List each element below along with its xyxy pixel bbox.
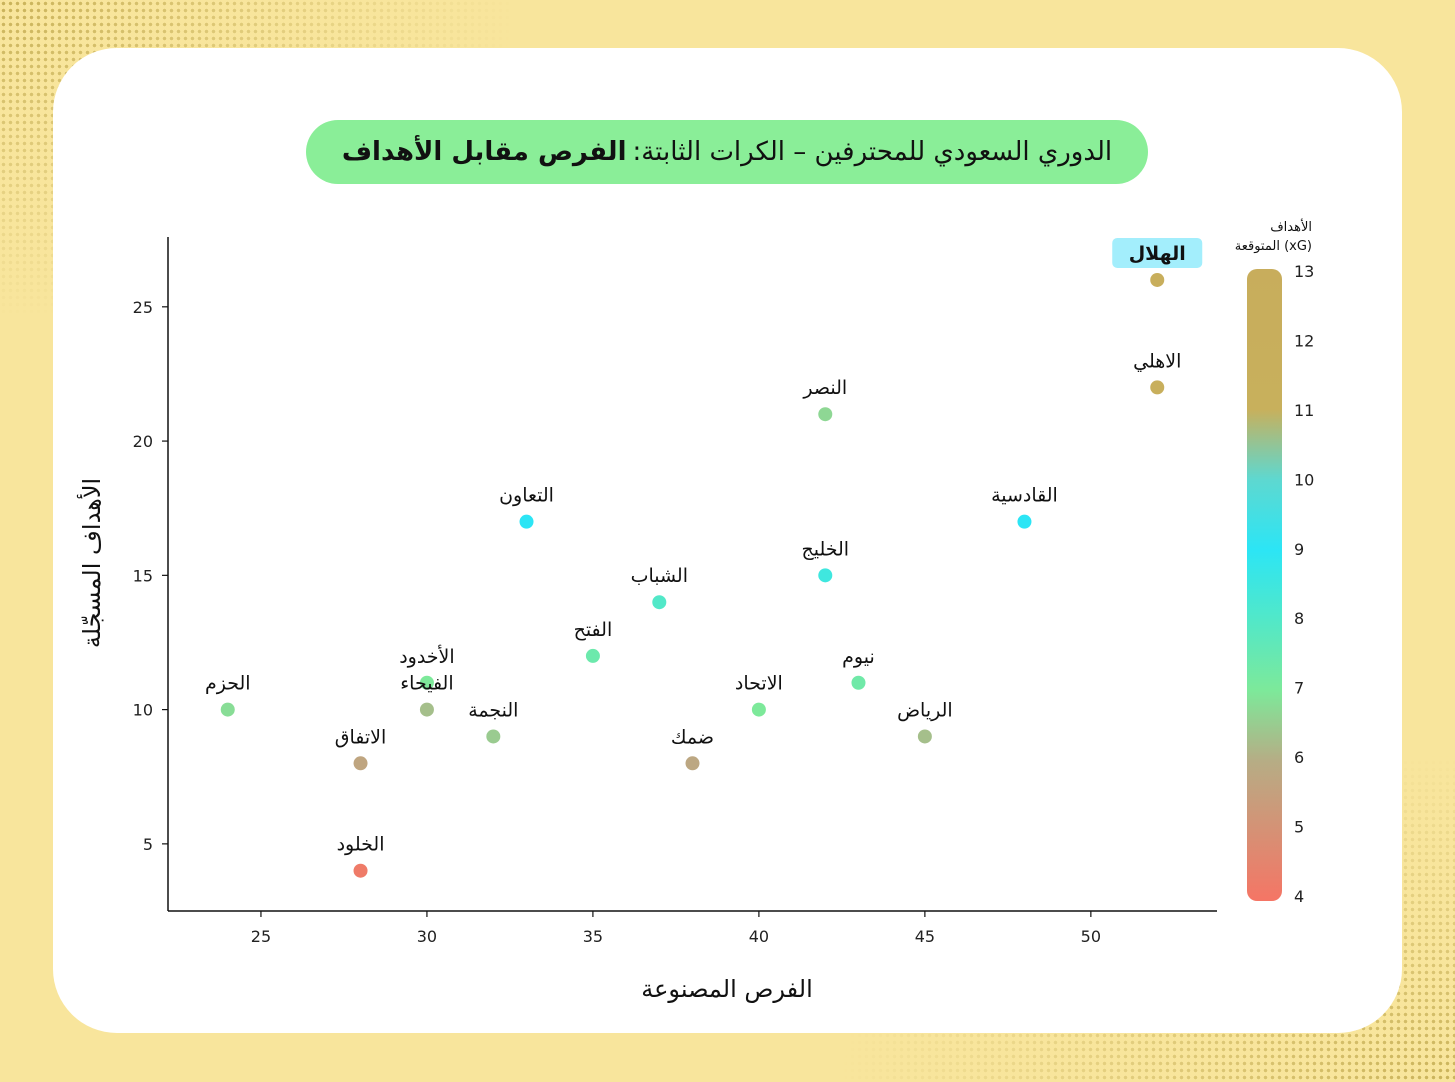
data-point: [1150, 272, 1165, 287]
colorbar-tick-label: 10: [1294, 470, 1314, 489]
data-point: [1017, 514, 1032, 529]
point-label: الخليج: [801, 538, 849, 560]
y-tick-label: 10: [133, 701, 153, 720]
colorbar-tick-label: 7: [1294, 679, 1304, 698]
x-tick-label: 30: [417, 927, 437, 946]
x-tick-label: 50: [1081, 927, 1101, 946]
point-label: النصر: [802, 377, 847, 399]
x-ticks: 25 30 35 40 45 50: [251, 911, 1101, 946]
data-point: [917, 729, 932, 744]
y-tick-label: 15: [133, 566, 153, 585]
data-points: الهلال الاهلي النصر القادسية التعاون الخليج ال…: [205, 237, 1203, 878]
x-tick-label: 40: [749, 927, 769, 946]
y-tick-label: 25: [133, 298, 153, 317]
y-tick-label: 5: [143, 835, 153, 854]
colorbar-tick-label: 6: [1294, 748, 1304, 767]
point-label: الشباب: [631, 565, 688, 587]
point-label: القادسية: [991, 485, 1058, 507]
data-point: [353, 756, 368, 771]
data-point: [685, 756, 700, 771]
x-axis-title: الفرص المصنوعة: [641, 975, 813, 1003]
data-point: [1150, 380, 1165, 395]
colorbar-ticks: 4 5 6 7 8 9 10 11 12 13: [1294, 262, 1314, 906]
x-tick-label: 35: [583, 927, 603, 946]
point-label: الاتحاد: [735, 673, 783, 695]
point-label: التعاون: [499, 485, 554, 507]
y-tick-label: 20: [133, 432, 153, 451]
colorbar-tick-label: 11: [1294, 401, 1314, 420]
data-point: [818, 568, 833, 583]
point-label: الرياض: [897, 699, 953, 721]
colorbar: الأهداف المتوقعة (xG) 4 5 6 7 8 9 10 11 12 13: [1235, 218, 1315, 906]
data-point: [419, 675, 434, 690]
colorbar-title-line2: المتوقعة (xG): [1235, 239, 1312, 254]
point-label: النجمة: [468, 699, 518, 721]
chart-card: [53, 48, 1402, 1033]
colorbar-tick-label: 13: [1294, 262, 1314, 281]
colorbar-tick-label: 5: [1294, 818, 1304, 837]
colorbar-tick-label: 12: [1294, 331, 1314, 350]
point-label: ضمك: [671, 726, 714, 748]
chart-title-bold: الفرص مقابل الأهداف: [341, 137, 627, 167]
point-label: الخلود: [337, 834, 385, 856]
colorbar-gradient: [1247, 269, 1282, 901]
point-label: الفيحاء: [400, 673, 453, 695]
point-label: الحزم: [205, 673, 251, 695]
point-label: الاهلي: [1133, 350, 1181, 372]
data-point: [851, 675, 866, 690]
data-point: [486, 729, 501, 744]
data-point: [585, 648, 600, 663]
point-label: الهلال: [1129, 243, 1186, 265]
point-label: نيوم: [842, 646, 875, 668]
colorbar-title-line1: الأهداف: [1270, 218, 1312, 235]
data-point: [751, 702, 766, 717]
data-point: [353, 863, 368, 878]
x-tick-label: 25: [251, 927, 271, 946]
point-label: الفتح: [574, 619, 613, 641]
y-axis-title: الأهداف المسجّلة: [77, 478, 106, 648]
colorbar-tick-label: 9: [1294, 540, 1304, 559]
colorbar-tick-label: 4: [1294, 887, 1304, 906]
colorbar-tick-label: 8: [1294, 609, 1304, 628]
data-point: [652, 595, 667, 610]
point-label: الأخدود: [399, 645, 454, 668]
data-point: [818, 407, 833, 422]
chart-title: الدوري السعودي للمحترفين – الكرات الثابت…: [306, 120, 1148, 184]
data-point: [220, 702, 235, 717]
axes: [167, 237, 1217, 912]
point-label: الاتفاق: [335, 726, 387, 748]
x-tick-label: 45: [915, 927, 935, 946]
data-point: [519, 514, 534, 529]
highlight-label-bg: [1112, 237, 1203, 268]
y-ticks: 5 10 15 20 25: [133, 298, 168, 854]
data-point: [419, 702, 434, 717]
chart-title-main: الدوري السعودي للمحترفين – الكرات الثابت…: [632, 137, 1113, 167]
